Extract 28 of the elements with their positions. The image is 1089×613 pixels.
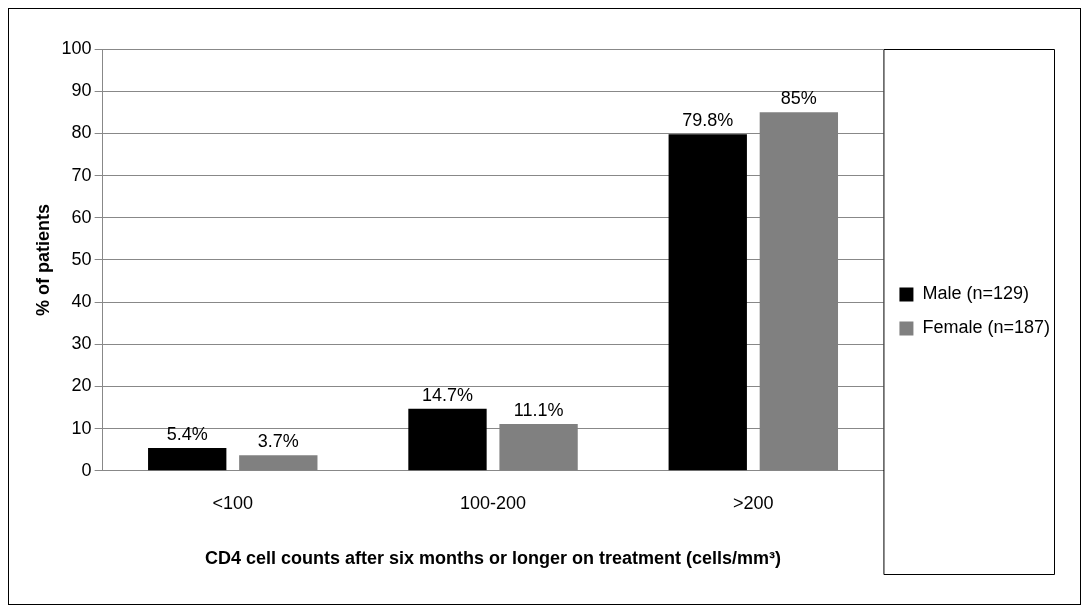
y-tick-label: 80: [71, 122, 92, 143]
data-label: 14.7%: [421, 384, 474, 405]
y-axis-title: % of patients: [32, 203, 53, 316]
x-tick-label: <100: [212, 492, 254, 513]
y-tick-label: 30: [71, 333, 92, 354]
y-tick-label: 60: [71, 206, 92, 227]
y-tick-label: 100: [61, 37, 92, 58]
data-label: 5.4%: [166, 423, 208, 444]
bar: [239, 455, 318, 471]
y-tick-label: 20: [71, 375, 92, 396]
y-tick-label: 90: [71, 80, 92, 101]
data-label: 11.1%: [513, 399, 564, 420]
bar: [408, 408, 487, 471]
y-tick-label: 70: [71, 164, 92, 185]
legend-label: Female (n=187): [922, 317, 1051, 338]
x-tick-label: 100-200: [460, 492, 527, 513]
y-tick-label: 40: [71, 291, 92, 312]
data-label: 3.7%: [257, 431, 299, 452]
x-axis-title: CD4 cell counts after six months or longer on treatment (cells/mm³): [204, 548, 782, 569]
y-tick-label: 0: [81, 459, 92, 480]
legend-label: Male (n=129): [922, 283, 1029, 304]
y-tick-label: 50: [71, 248, 92, 269]
bar: [668, 134, 747, 471]
x-tick-label: >200: [733, 492, 774, 513]
data-label: 85%: [780, 88, 817, 109]
bar: [148, 448, 227, 471]
data-label: 79.8%: [682, 110, 734, 131]
y-tick-label: 10: [71, 417, 92, 438]
